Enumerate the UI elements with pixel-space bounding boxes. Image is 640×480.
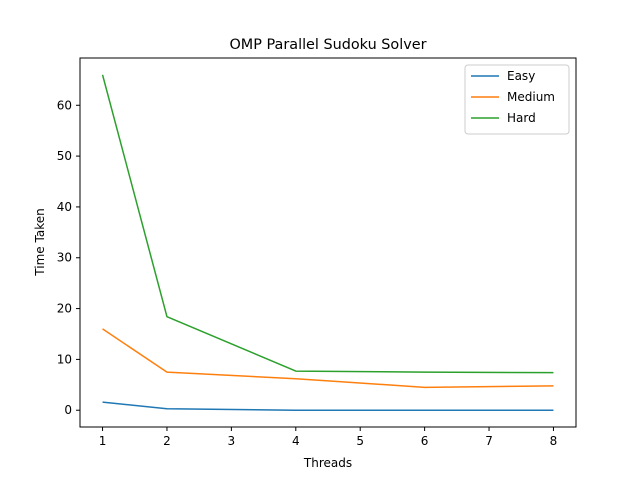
x-tick-label: 2 bbox=[163, 434, 171, 448]
legend-label: Easy bbox=[507, 69, 535, 83]
x-tick-label: 5 bbox=[356, 434, 364, 448]
x-tick-label: 8 bbox=[550, 434, 558, 448]
series-line-hard bbox=[101, 74, 554, 374]
y-tick-label: 50 bbox=[57, 149, 72, 163]
y-tick-label: 60 bbox=[57, 98, 72, 112]
series-line-medium bbox=[102, 328, 554, 389]
x-axis-label: Threads bbox=[303, 456, 352, 470]
y-tick-label: 40 bbox=[57, 200, 72, 214]
x-tick-label: 6 bbox=[421, 434, 429, 448]
legend-box bbox=[464, 64, 570, 135]
y-tick-label: 30 bbox=[57, 251, 72, 265]
x-tick-label: 1 bbox=[99, 434, 107, 448]
plot-area bbox=[101, 74, 554, 411]
y-tick-label: 20 bbox=[57, 302, 72, 316]
legend-label: Medium bbox=[507, 90, 555, 104]
chart-title: OMP Parallel Sudoku Solver bbox=[229, 37, 426, 53]
x-tick-label: 7 bbox=[485, 434, 493, 448]
y-tick-label: 0 bbox=[64, 403, 72, 417]
legend: Easy Medium Hard bbox=[464, 64, 570, 135]
x-axis-ticks: 1 2 3 4 5 6 7 8 bbox=[99, 427, 558, 448]
y-axis-ticks: 0 10 20 30 40 50 60 bbox=[57, 98, 80, 417]
x-tick-label: 4 bbox=[292, 434, 300, 448]
y-tick-label: 10 bbox=[57, 352, 72, 366]
x-tick-label: 3 bbox=[228, 434, 236, 448]
y-axis-label: Time Taken bbox=[33, 208, 47, 276]
legend-label: Hard bbox=[507, 111, 536, 125]
series-line-easy bbox=[102, 401, 554, 411]
axes-frame bbox=[79, 57, 577, 428]
